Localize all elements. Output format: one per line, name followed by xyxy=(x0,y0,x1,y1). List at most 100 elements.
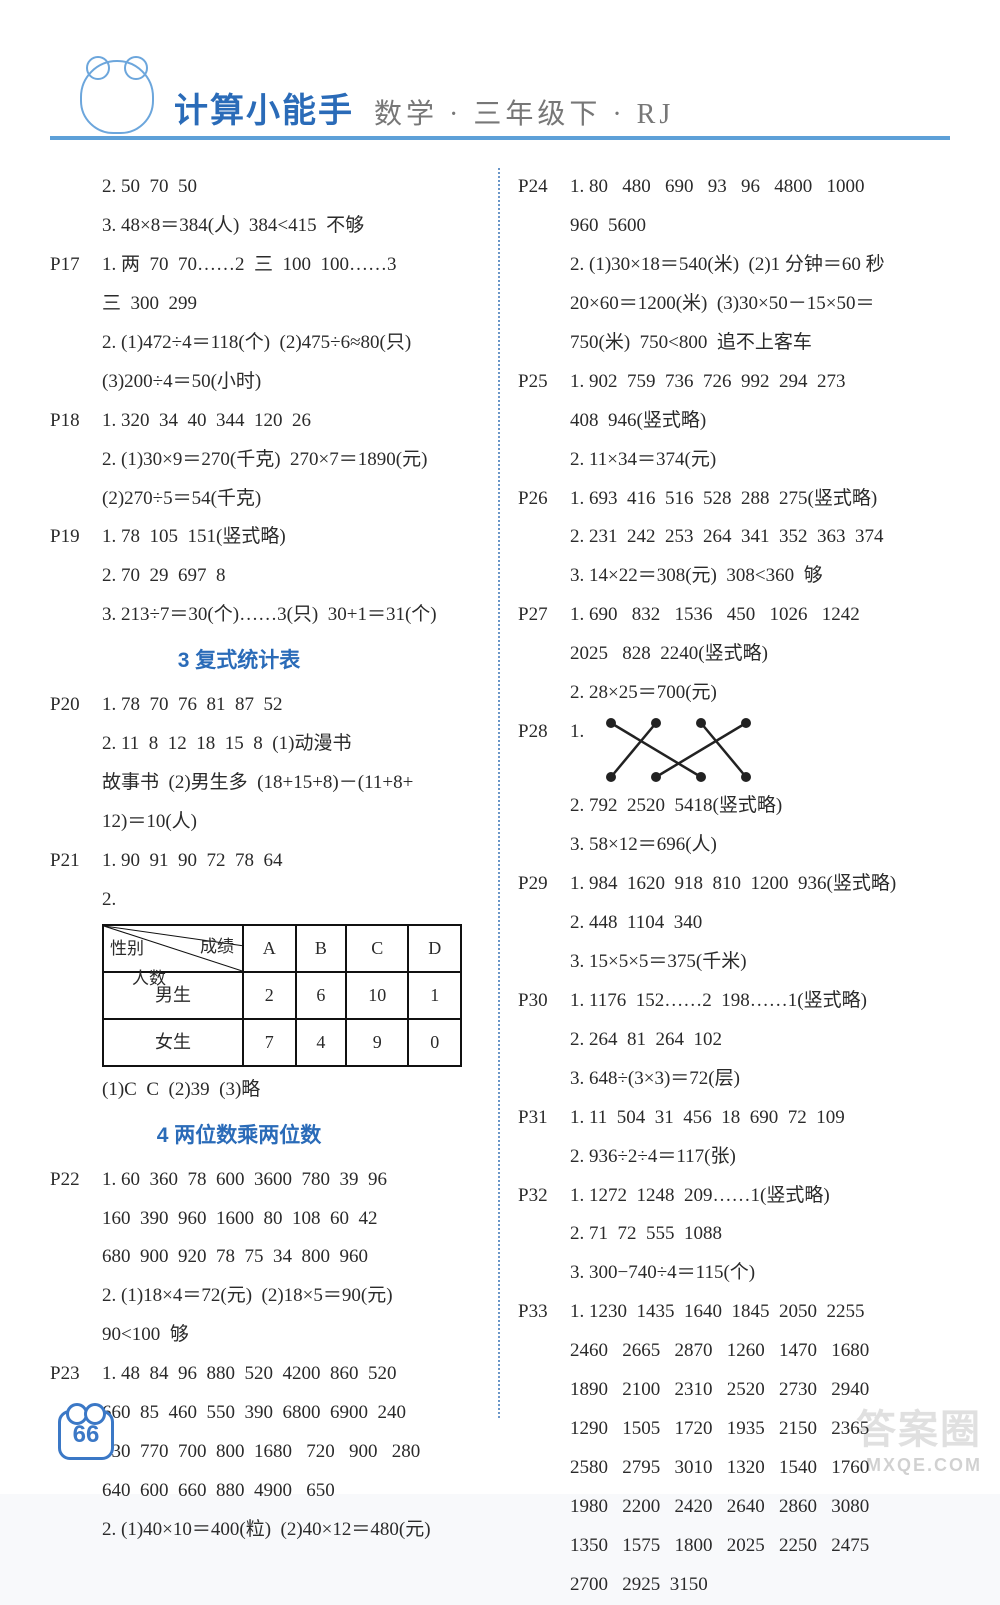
answer-line: 2. 936÷2÷4＝117(张) xyxy=(570,1138,950,1177)
answer-line: 680 900 920 78 75 34 800 960 xyxy=(102,1238,480,1277)
col-header: D xyxy=(408,925,461,972)
content-columns: 2. 50 70 50 3. 48×8＝384(人) 384<415 不够 P1… xyxy=(50,168,950,1418)
answer-line: 1. 1272 1248 209……1(竖式略) xyxy=(570,1177,950,1216)
answer-line: (3)200÷4＝50(小时) xyxy=(102,363,480,402)
answer-line: 660 85 460 550 390 6800 6900 240 xyxy=(102,1394,480,1433)
page-ref: P33 xyxy=(518,1293,570,1605)
answer-line: 3. 48×8＝384(人) 384<415 不够 xyxy=(102,207,480,246)
page-ref: P27 xyxy=(518,596,570,713)
cell: 1 xyxy=(408,972,461,1019)
page-ref: P26 xyxy=(518,480,570,597)
answer-line: 1. 两 70 70……2 三 100 100……3 xyxy=(102,246,480,285)
answer-line: 3. 213÷7＝30(个)……3(只) 30+1＝31(个) xyxy=(102,596,480,635)
right-column: P24 1. 80 480 690 93 96 4800 1000 960 56… xyxy=(500,168,950,1418)
page-ref: P32 xyxy=(518,1177,570,1294)
page-ref: P17 xyxy=(50,246,102,402)
diag-top: 成绩 xyxy=(200,930,234,965)
answer-line: 2. (1)40×10＝400(粒) (2)40×12＝480(元) xyxy=(102,1511,480,1550)
answer-line: 2700 2925 3150 xyxy=(570,1566,950,1605)
answer-line: 2025 828 2240(竖式略) xyxy=(570,635,950,674)
answer-line: 960 5600 xyxy=(570,207,950,246)
answer-line: 2. 50 70 50 xyxy=(102,168,480,207)
answer-line: 2. 11 8 12 18 15 8 (1)动漫书 xyxy=(102,725,480,764)
answer-line: 三 300 299 xyxy=(102,285,480,324)
answer-line: 1. 60 360 78 600 3600 780 39 96 xyxy=(102,1161,480,1200)
col-header: C xyxy=(346,925,408,972)
diag-header: 成绩 人数 性别 xyxy=(103,925,243,972)
answer-line: 故事书 (2)男生多 (18+15+8)－(11+8+ xyxy=(102,764,480,803)
answer-line: 1. xyxy=(570,713,584,752)
answer-line: 640 600 660 880 4900 650 xyxy=(102,1472,480,1511)
answer-line: 2. 792 2520 5418(竖式略) xyxy=(570,787,950,826)
answer-line: 1. 78 70 76 81 87 52 xyxy=(102,686,480,725)
page-ref: P30 xyxy=(518,982,570,1099)
watermark-url: MXQE.COM xyxy=(856,1455,982,1476)
answer-line: 1. 690 832 1536 450 1026 1242 xyxy=(570,596,950,635)
diag-bot: 性别 xyxy=(110,932,144,967)
page-ref: P31 xyxy=(518,1099,570,1177)
diag-mid: 人数 xyxy=(132,962,166,997)
answer-line: 1. 11 504 31 456 18 690 72 109 xyxy=(570,1099,950,1138)
col-header: A xyxy=(243,925,296,972)
page-ref: P19 xyxy=(50,518,102,635)
page: 计算小能手 数学 · 三年级下 · RJ 2. 50 70 50 3. 48×8… xyxy=(0,0,1000,1494)
cell: 10 xyxy=(346,972,408,1019)
answer-line: 2. 264 81 264 102 xyxy=(570,1021,950,1060)
page-ref: P20 xyxy=(50,686,102,842)
answer-line: 1. 902 759 736 726 992 294 273 xyxy=(570,363,950,402)
cell: 0 xyxy=(408,1019,461,1066)
answer-line: 2. 231 242 253 264 341 352 363 374 xyxy=(570,518,950,557)
answer-line: 3. 58×12＝696(人) xyxy=(570,826,950,865)
watermark-text: 答案圈 xyxy=(856,1397,982,1455)
mascot-icon xyxy=(80,60,154,134)
answer-line: 1350 1575 1800 2025 2250 2475 xyxy=(570,1527,950,1566)
answer-line: 3. 14×22＝308(元) 308<360 够 xyxy=(570,557,950,596)
answer-line: (2)270÷5＝54(千克) xyxy=(102,480,480,519)
page-number: 66 xyxy=(58,1410,114,1460)
left-column: 2. 50 70 50 3. 48×8＝384(人) 384<415 不够 P1… xyxy=(50,168,500,1418)
section-title-4: 4 两位数乘两位数 xyxy=(0,1114,480,1157)
page-ref: P29 xyxy=(518,865,570,982)
answer-line: 3. 300−740÷4＝115(个) xyxy=(570,1254,950,1293)
answer-line: 930 770 700 800 1680 720 900 280 xyxy=(102,1433,480,1472)
grades-table: 成绩 人数 性别 A B C D 男生 2 6 xyxy=(102,924,462,1067)
answer-line: 2. (1)472÷4＝118(个) (2)475÷6≈80(只) xyxy=(102,324,480,363)
cell: 6 xyxy=(296,972,347,1019)
answer-line: 2. xyxy=(102,881,480,920)
answer-line: 2. 71 72 555 1088 xyxy=(570,1215,950,1254)
answer-line: 1. 90 91 90 72 78 64 xyxy=(102,842,480,881)
page-ref: P24 xyxy=(518,168,570,363)
page-header: 计算小能手 数学 · 三年级下 · RJ xyxy=(50,60,950,140)
answer-line: 2. 11×34＝374(元) xyxy=(570,441,950,480)
answer-line: 90<100 够 xyxy=(102,1316,480,1355)
title-sub: 数学 · 三年级下 · RJ xyxy=(374,92,674,132)
answer-line: 2. (1)18×4＝72(元) (2)18×5＝90(元) xyxy=(102,1277,480,1316)
answer-line: 20×60＝1200(米) (3)30×50－15×50＝ xyxy=(570,285,950,324)
answer-line: 1. 1176 152……2 198……1(竖式略) xyxy=(570,982,950,1021)
answer-line: 3. 15×5×5＝375(千米) xyxy=(570,943,950,982)
answer-line: 1. 78 105 151(竖式略) xyxy=(102,518,480,557)
cell: 9 xyxy=(346,1019,408,1066)
answer-line: 1. 48 84 96 880 520 4200 860 520 xyxy=(102,1355,480,1394)
page-ref: P25 xyxy=(518,363,570,480)
page-ref: P28 xyxy=(518,713,570,865)
page-ref: P18 xyxy=(50,402,102,519)
row-label: 男生 xyxy=(103,972,243,1019)
cell: 2 xyxy=(243,972,296,1019)
row-label: 女生 xyxy=(103,1019,243,1066)
title-main: 计算小能手 xyxy=(174,83,354,132)
answer-line: 2. 70 29 697 8 xyxy=(102,557,480,596)
answer-line: 408 946(竖式略) xyxy=(570,402,950,441)
answer-line: 160 390 960 1600 80 108 60 42 xyxy=(102,1200,480,1239)
answer-line: 2460 2665 2870 1260 1470 1680 xyxy=(570,1332,950,1371)
answer-line: (1)C C (2)39 (3)略 xyxy=(102,1071,480,1110)
answer-line: 2. 448 1104 340 xyxy=(570,904,950,943)
answer-line: 1. 984 1620 918 810 1200 936(竖式略) xyxy=(570,865,950,904)
answer-line: 2. (1)30×9＝270(千克) 270×7＝1890(元) xyxy=(102,441,480,480)
answer-line: 2. (1)30×18＝540(米) (2)1 分钟＝60 秒 xyxy=(570,246,950,285)
page-ref: P21 xyxy=(50,842,102,1109)
answer-line: 750(米) 750<800 追不上客车 xyxy=(570,324,950,363)
answer-line: 1. 80 480 690 93 96 4800 1000 xyxy=(570,168,950,207)
answer-line: 1. 693 416 516 528 288 275(竖式略) xyxy=(570,480,950,519)
answer-line: 3. 648÷(3×3)＝72(层) xyxy=(570,1060,950,1099)
